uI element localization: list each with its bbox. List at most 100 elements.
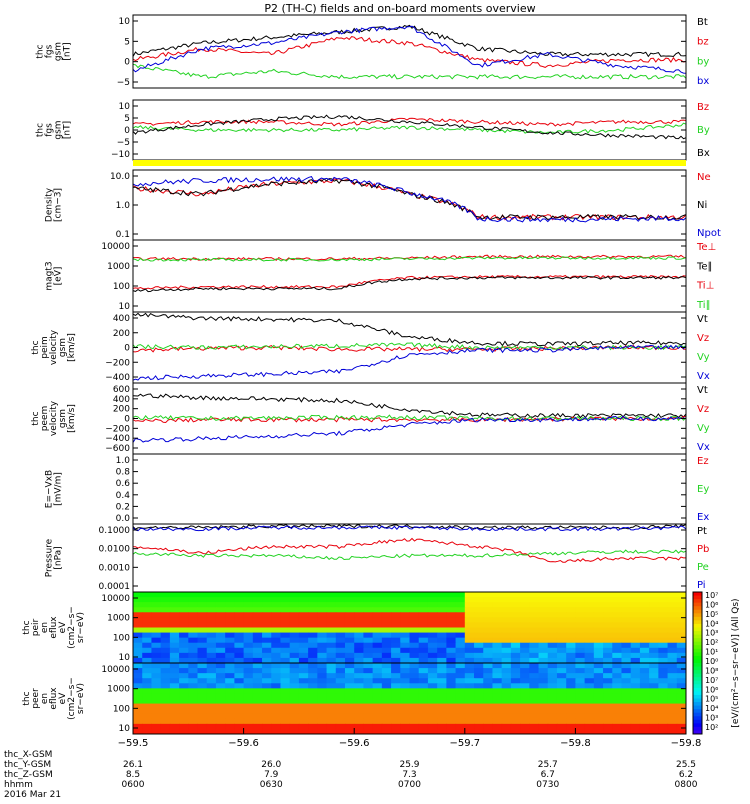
heatmap-cell <box>372 652 383 659</box>
legend-Bz: Bz <box>697 102 709 113</box>
y-label-line: magt3 <box>45 261 55 290</box>
heatmap-cell <box>437 607 447 613</box>
footer-value: 0800 <box>675 780 698 790</box>
heatmap-cell <box>225 673 235 679</box>
heatmap-cell <box>510 632 521 639</box>
y-label-line: eV <box>58 621 68 634</box>
heatmap-cell <box>483 713 493 720</box>
heatmap-cell <box>464 688 475 694</box>
heatmap-cell <box>538 728 549 735</box>
colorbar-segment <box>693 627 702 632</box>
heatmap-cell <box>243 708 254 715</box>
heatmap-cell <box>464 632 475 639</box>
heatmap-cell <box>418 602 429 608</box>
heatmap-cell <box>446 683 457 689</box>
heatmap-cell <box>538 703 549 710</box>
heatmap-cell <box>510 698 521 705</box>
heatmap-cell <box>298 673 309 679</box>
heatmap-cell <box>612 617 622 623</box>
heatmap-cell <box>225 652 235 659</box>
heatmap-cell <box>584 698 595 705</box>
heatmap-cell <box>188 698 199 705</box>
heatmap-cell <box>464 657 475 664</box>
heatmap-cell <box>446 708 457 715</box>
heatmap-cell <box>252 718 263 725</box>
heatmap-cell <box>400 688 410 694</box>
heatmap-cell <box>418 612 429 618</box>
footer-value: 7.3 <box>402 770 416 780</box>
heatmap-cell <box>179 673 189 679</box>
y-tick-label: 0.0 <box>116 514 131 524</box>
heatmap-cell <box>483 688 493 694</box>
heatmap-cell <box>538 673 549 679</box>
heatmap-cell <box>658 693 669 699</box>
heatmap-cell <box>372 708 383 715</box>
heatmap-cell <box>151 713 162 720</box>
heatmap-cell <box>271 607 281 613</box>
heatmap-cell <box>400 708 410 715</box>
heatmap-cell <box>676 708 687 715</box>
heatmap-cell <box>197 642 208 649</box>
heatmap-cell <box>225 632 235 639</box>
heatmap-cell <box>326 647 337 654</box>
heatmap-cell <box>418 652 429 659</box>
heatmap-cell <box>344 698 355 705</box>
heatmap-cell <box>344 627 355 634</box>
heatmap-cell <box>603 632 613 639</box>
footer-value: 0600 <box>122 780 145 790</box>
colorbar-segment <box>693 723 702 728</box>
heatmap-cell <box>400 612 410 618</box>
heatmap-cell <box>529 602 540 608</box>
heatmap-cell <box>464 607 475 613</box>
heatmap-cell <box>575 698 586 705</box>
heatmap-cell <box>317 617 328 623</box>
heatmap-cell <box>335 673 346 679</box>
heatmap-cells <box>133 592 687 664</box>
heatmap-cell <box>427 668 438 674</box>
heatmap-cell <box>197 693 208 699</box>
heatmap-cell <box>566 642 576 649</box>
heatmap-cell <box>372 703 383 710</box>
heatmap-cell <box>391 718 401 725</box>
heatmap-cell <box>354 637 364 644</box>
heatmap-cell <box>289 592 300 598</box>
heatmap-cell <box>133 703 143 710</box>
heatmap-cell <box>649 728 659 735</box>
heatmap-cell <box>584 627 595 634</box>
heatmap-cell <box>381 698 392 705</box>
heatmap-cell <box>133 693 143 699</box>
heatmap-cell <box>308 673 318 679</box>
heatmap-cell <box>483 612 493 618</box>
heatmap-cell <box>215 642 226 649</box>
heatmap-cell <box>363 663 374 669</box>
heatmap-cell <box>179 607 189 613</box>
heatmap-cell <box>298 683 309 689</box>
legend-Pi: Pi <box>697 580 706 591</box>
heatmap-cell <box>133 607 143 613</box>
y-tick-label: −5 <box>117 78 130 88</box>
heatmap-cell <box>133 612 143 618</box>
heatmap-cell <box>391 668 401 674</box>
heatmap-cell <box>151 632 162 639</box>
heatmap-cell <box>621 698 632 705</box>
colorbar-segment <box>693 670 702 675</box>
heatmap-cell <box>197 728 208 735</box>
heatmap-cell <box>437 622 447 628</box>
heatmap-cell <box>593 617 604 623</box>
heatmap-cell <box>363 602 374 608</box>
heatmap-cell <box>252 723 263 730</box>
y-tick-label: 1000 <box>107 614 130 624</box>
heatmap-cell <box>215 617 226 623</box>
heatmap-cell <box>234 622 245 628</box>
heatmap-cell <box>326 683 337 689</box>
heatmap-cell <box>418 642 429 649</box>
heatmap-cell <box>483 632 493 639</box>
heatmap-cell <box>252 637 263 644</box>
x-tick-label: −59.8 <box>560 738 591 749</box>
heatmap-cell <box>676 713 687 720</box>
heatmap-cell <box>593 622 604 628</box>
heatmap-cell <box>649 723 659 730</box>
heatmap-cell <box>409 647 420 654</box>
heatmap-cell <box>639 652 650 659</box>
heatmap-cell <box>455 718 466 725</box>
